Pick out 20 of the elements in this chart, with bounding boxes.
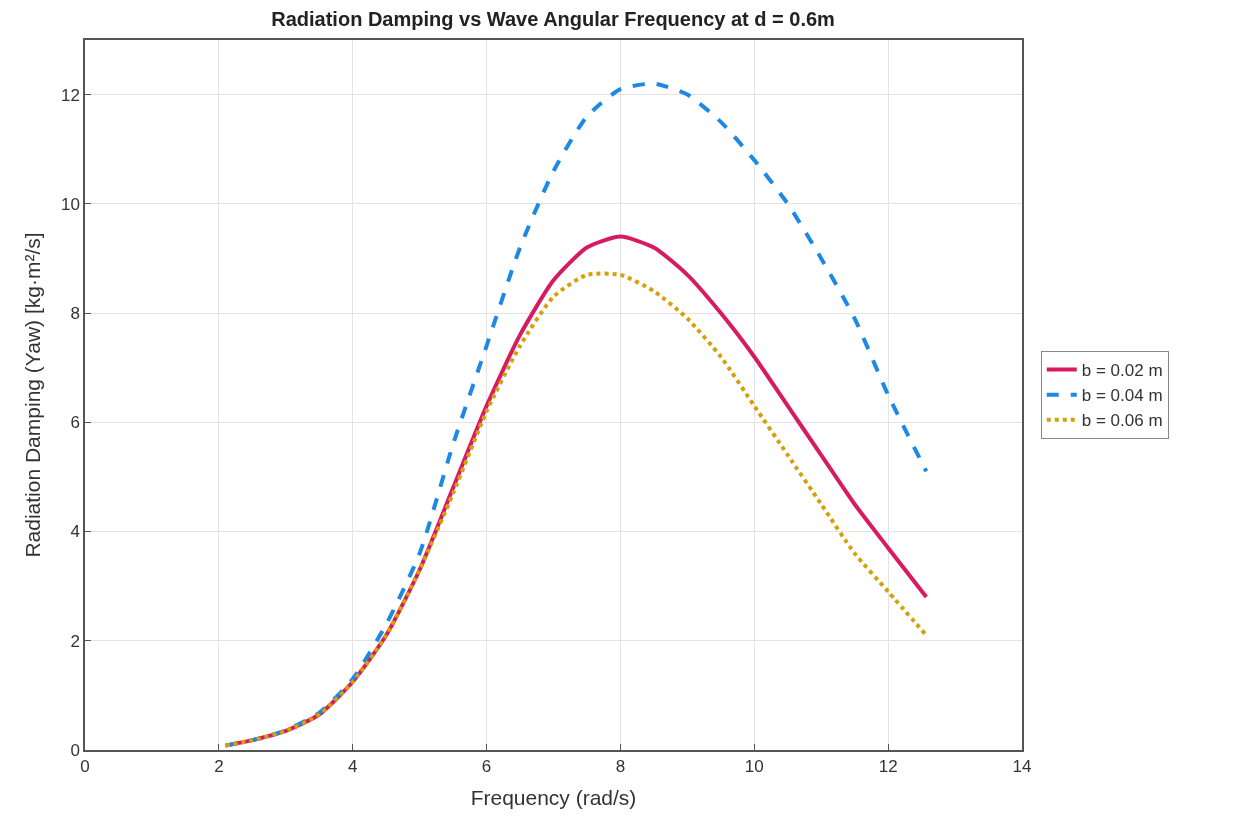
y-tick-label: 2 <box>70 631 80 651</box>
x-axis-title: Frequency (rad/s) <box>470 785 637 809</box>
x-tick-label: 4 <box>347 757 358 777</box>
y-tick-label: 10 <box>60 194 80 214</box>
y-tick-label: 6 <box>70 413 80 433</box>
x-tick-label: 12 <box>878 757 898 777</box>
y-tick-label: 4 <box>70 522 80 542</box>
x-tick-label: 6 <box>481 757 492 777</box>
x-tick-label: 8 <box>615 757 626 777</box>
legend-label: b = 0.06 m <box>1081 411 1163 431</box>
x-tick-label: 14 <box>1012 757 1032 777</box>
y-tick-label: 0 <box>70 740 80 760</box>
y-tick-label: 8 <box>70 304 80 324</box>
legend-label: b = 0.04 m <box>1081 386 1163 406</box>
x-tick-label: 2 <box>214 757 224 777</box>
y-tick-label: 12 <box>60 85 80 105</box>
chart-title: Radiation Damping vs Wave Angular Frequency at d = 0.6m <box>271 8 835 31</box>
x-tick-label: 10 <box>744 757 764 777</box>
y-axis-title: Radiation Damping (Yaw) [kg·m²/s] <box>20 232 44 558</box>
legend-label: b = 0.02 m <box>1081 361 1163 381</box>
